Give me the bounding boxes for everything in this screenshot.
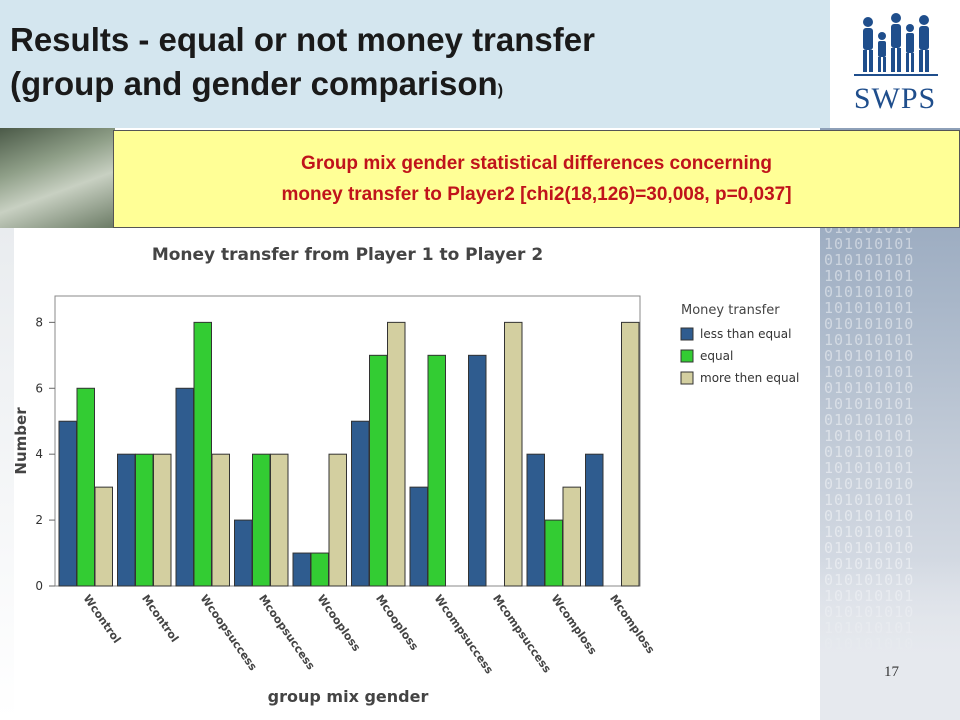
x-tick-label: Mcontrol	[139, 592, 181, 644]
legend-label: less than equal	[700, 327, 791, 341]
x-tick-label: Mcomploss	[607, 592, 657, 656]
bar-chart: Money transfer from Player 1 to Player 2…	[12, 245, 799, 706]
bar-equal-Mcooploss	[369, 354, 388, 587]
chart-title: Money transfer from Player 1 to Player 2	[152, 245, 543, 265]
slide-title-paren: )	[497, 82, 504, 99]
x-tick-label: Mcooploss	[373, 592, 421, 653]
banner-line2: money transfer to Player2 [chi2(18,126)=…	[281, 184, 792, 205]
x-axis-label: group mix gender	[268, 687, 429, 706]
bar-equal-Wcomploss	[544, 519, 563, 587]
bar-more-then-equal-Mcontrol	[153, 453, 172, 587]
bar-equal-Mcoopsuccess	[252, 453, 271, 587]
bar-less-than-equal-Wcooploss	[292, 552, 311, 587]
y-tick-label: 8	[35, 315, 43, 329]
y-tick-label: 2	[35, 513, 43, 527]
bar-more-then-equal-Wcoopsuccess	[211, 453, 230, 587]
bar-less-than-equal-Wcomploss	[526, 453, 545, 587]
family-figures-icon	[854, 13, 938, 76]
bar-more-then-equal-Wcomploss	[562, 486, 581, 587]
bar-less-than-equal-Wcompsuccess	[409, 486, 428, 587]
y-tick-label: 6	[35, 381, 43, 395]
legend-title: Money transfer	[681, 303, 780, 318]
slide-title-line2-text: (group and gender comparison	[10, 65, 498, 102]
x-tick-label: Wcooploss	[315, 592, 364, 654]
legend-label: equal	[700, 349, 733, 363]
bar-more-then-equal-Wcontrol	[94, 486, 113, 587]
slide-title-line1: Results - equal or not money transfer	[10, 21, 595, 58]
bar-more-then-equal-Mcoopsuccess	[270, 453, 289, 587]
bar-equal-Wcompsuccess	[427, 354, 446, 587]
bar-more-then-equal-Mcooploss	[387, 321, 406, 587]
bar-less-than-equal-Wcoopsuccess	[175, 387, 194, 587]
bar-equal-Wcontrol	[76, 387, 95, 587]
page-number: 17	[884, 664, 899, 680]
swps-logo: SWPS	[830, 0, 960, 128]
slide-title-line2: (group and gender comparison)	[10, 62, 820, 113]
statistics-banner: Group mix gender statistical differences…	[113, 130, 960, 228]
bar-more-then-equal-Wcooploss	[328, 453, 347, 587]
title-header: Results - equal or not money transfer (g…	[0, 0, 830, 128]
decorative-right-fade	[820, 560, 960, 720]
bar-less-than-equal-Mcoopsuccess	[234, 519, 253, 587]
bar-equal-Wcooploss	[310, 552, 329, 587]
y-axis-label: Number	[12, 407, 30, 475]
bar-more-then-equal-Mcompsuccess	[504, 321, 523, 587]
x-tick-label: Wcomploss	[549, 592, 600, 657]
x-tick-label: Wcontrol	[81, 592, 124, 645]
decorative-left-edge	[0, 228, 14, 720]
legend-swatch-less-than-equal	[680, 327, 694, 341]
y-tick-label: 4	[35, 447, 43, 461]
bar-less-than-equal-Mcompsuccess	[468, 354, 487, 587]
legend-label: more then equal	[700, 371, 799, 385]
x-tick-label: Mcompsuccess	[490, 592, 554, 675]
legend-swatch-equal	[680, 349, 694, 363]
bar-less-than-equal-Mcontrol	[117, 453, 136, 587]
x-tick-label: Wcoopsuccess	[198, 592, 260, 673]
bar-less-than-equal-Wcontrol	[58, 420, 77, 587]
decorative-photo-strip	[0, 128, 115, 228]
bar-equal-Mcontrol	[135, 453, 154, 587]
y-tick-label: 0	[35, 579, 43, 593]
slide-title: Results - equal or not money transfer (g…	[10, 18, 820, 113]
x-tick-label: Mcoopsuccess	[256, 592, 318, 672]
bar-less-than-equal-Mcomploss	[585, 453, 604, 587]
plot-area	[54, 295, 641, 587]
banner-line1: Group mix gender statistical differences…	[301, 153, 772, 174]
x-tick-label: Wcompsuccess	[432, 592, 497, 676]
legend-swatch-more-then-equal	[680, 371, 694, 385]
bar-more-then-equal-Mcomploss	[621, 321, 640, 587]
bar-less-than-equal-Mcooploss	[351, 420, 370, 587]
logo-text: SWPS	[853, 82, 937, 115]
bar-equal-Wcoopsuccess	[193, 321, 212, 587]
